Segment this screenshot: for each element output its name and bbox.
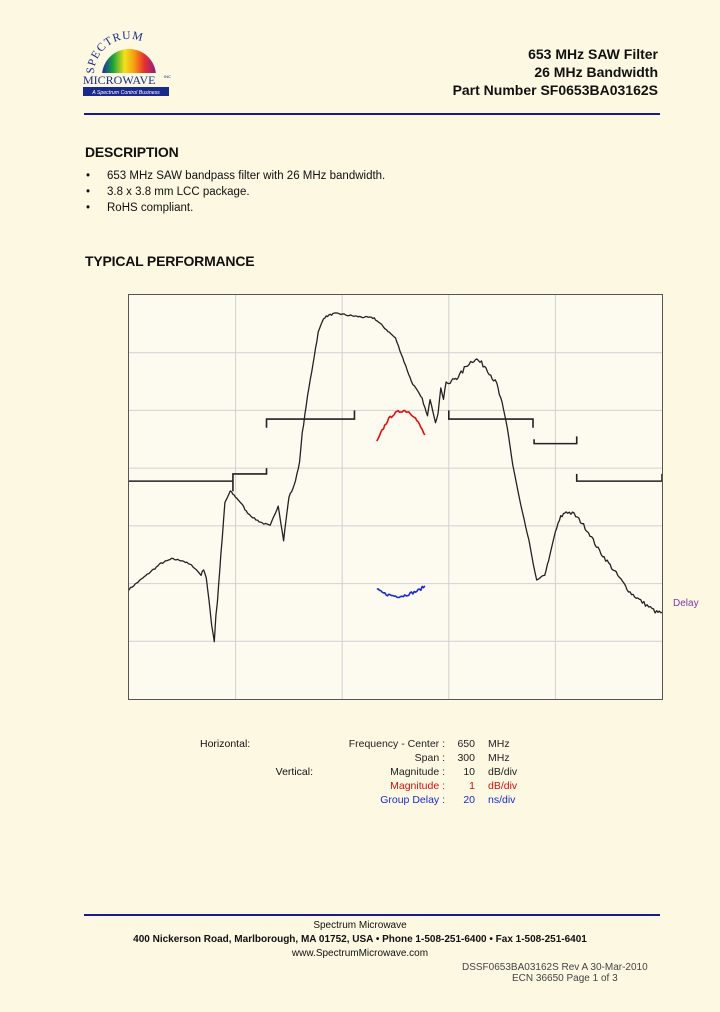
parameter-name: Magnitude :: [390, 780, 445, 792]
spec-mask-bracket: [447, 410, 534, 428]
spectrum-microwave-logo: SPECTRUM MICROWAVE INC A Spectrum Contro…: [82, 30, 171, 96]
footer-divider: [84, 914, 660, 916]
spec-mask-bracket: [232, 468, 268, 492]
parameter-unit: dB/div: [488, 766, 518, 778]
parameter-value: 650: [457, 738, 475, 750]
spec-mask-lines: [129, 410, 662, 492]
parameter-unit: ns/div: [488, 794, 516, 806]
delay-trace-label: Delay: [673, 598, 699, 609]
description-bullet: RoHS compliant.: [86, 200, 385, 216]
document-revision: DSSF0653BA03162S Rev A 30-Mar-2010 ECN 3…: [462, 962, 648, 984]
plot-grid: [129, 295, 662, 699]
parameter-name: Frequency - Center :: [348, 738, 445, 750]
vertical-label: Vertical:: [275, 766, 313, 778]
document-number: DSSF0653BA03162S Rev A 30-Mar-2010: [462, 962, 648, 973]
parameter-value: 300: [457, 752, 475, 764]
description-list: 653 MHz SAW bandpass filter with 26 MHz …: [86, 168, 385, 216]
parameter-unit: dB/div: [488, 780, 518, 792]
spec-mask-bracket: [265, 410, 356, 428]
performance-plot: [128, 294, 663, 700]
parameter-value: 10: [463, 766, 475, 778]
magnitude-trace: [129, 312, 662, 643]
footer-address: 400 Nickerson Road, Marlborough, MA 0175…: [133, 934, 587, 945]
description-heading: DESCRIPTION: [85, 144, 179, 160]
parameter-value: 20: [463, 794, 475, 806]
logo-tagline: A Spectrum Control Business: [91, 90, 160, 96]
header-divider: [84, 113, 660, 115]
horizontal-label: Horizontal:: [200, 738, 251, 750]
footer-company: Spectrum Microwave: [313, 920, 407, 931]
magnitude-zoom-trace: [376, 409, 426, 442]
parameter-name: Span :: [414, 752, 445, 764]
spec-mask-bracket: [533, 436, 578, 445]
parameter-name: Magnitude :: [390, 766, 445, 778]
parameter-unit: MHz: [488, 752, 510, 764]
footer-website[interactable]: www.SpectrumMicrowave.com: [291, 948, 429, 959]
group-delay-trace: [376, 585, 426, 599]
description-bullet: 3.8 x 3.8 mm LCC package.: [86, 184, 385, 200]
header-title: 653 MHz SAW Filter: [528, 46, 658, 62]
plot-traces: [129, 312, 662, 643]
header-part-number: Part Number SF0653BA03162S: [452, 82, 658, 98]
header-bandwidth: 26 MHz Bandwidth: [534, 64, 658, 80]
logo-inc-text: INC: [164, 74, 171, 79]
logo-main-text: MICROWAVE: [83, 73, 155, 87]
parameter-name: Group Delay :: [380, 794, 445, 806]
parameter-unit: MHz: [488, 738, 510, 750]
performance-heading: TYPICAL PERFORMANCE: [85, 253, 255, 269]
spec-mask-bracket: [575, 473, 662, 482]
parameter-value: 1: [469, 780, 475, 792]
description-bullet: 653 MHz SAW bandpass filter with 26 MHz …: [86, 168, 385, 184]
ecn-page: ECN 36650 Page 1 of 3: [512, 973, 618, 984]
